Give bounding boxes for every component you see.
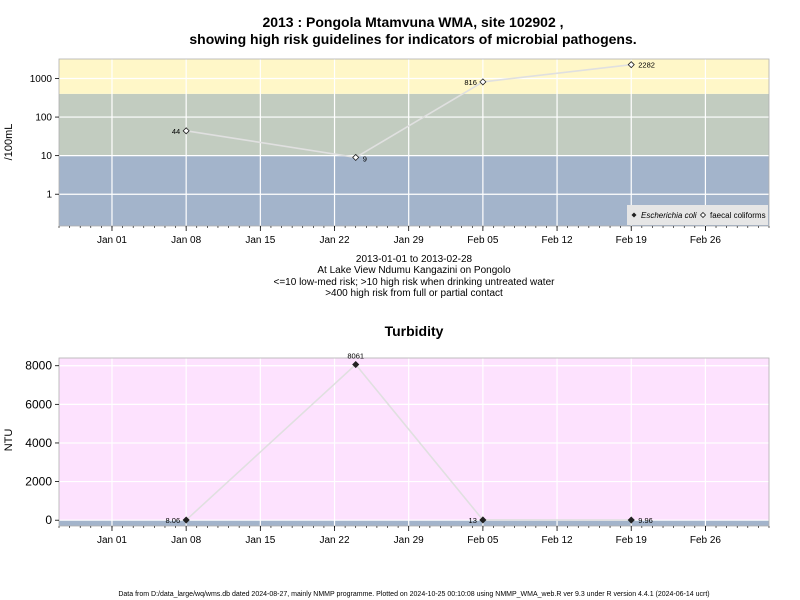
risk-guideline-drinking: <=10 low-med risk; >10 high risk when dr… [274, 277, 556, 288]
data-point-label: 44 [172, 127, 180, 136]
microbial-series: 44 9 816 2282 [172, 61, 655, 164]
legend-ecoli-marker [631, 212, 637, 218]
y-tick-label: 0 [45, 513, 52, 527]
x-tick-label: Jan 29 [394, 535, 424, 546]
series-line-turbidity [185, 363, 632, 521]
x-tick-label: Jan 15 [245, 235, 275, 246]
plot-background [59, 358, 769, 526]
x-tick-label: Jan 01 [97, 535, 127, 546]
plot-frame [58, 357, 770, 527]
chart-title-line1: 2013 : Pongola Mtamvuna WMA, site 102902… [262, 14, 563, 30]
x-tick-label: Jan 22 [320, 235, 350, 246]
data-point-marker [182, 127, 190, 135]
legend-faecal-marker [699, 211, 707, 219]
data-point-label: 816 [464, 78, 477, 87]
x-tick-label: Feb 12 [541, 235, 573, 246]
microbial-legend: Escherichia coli faecal coliforms [627, 205, 768, 225]
risk-guideline-contact: >400 high risk from full or partial cont… [325, 288, 503, 299]
data-point-label: 9 [363, 154, 367, 163]
risk-band-2 [59, 59, 769, 94]
data-point-marker [182, 516, 190, 524]
microbial-gridlines [59, 59, 769, 226]
x-tick-label: Feb 12 [541, 535, 573, 546]
y-tick-label: 6000 [25, 397, 52, 411]
x-tick-label: Jan 15 [245, 535, 275, 546]
x-tick-label: Feb 19 [616, 535, 648, 546]
site-location-label: At Lake View Ndumu Kangazini on Pongolo [317, 265, 511, 276]
data-point-marker [352, 360, 360, 369]
turbidity-series: 8.06 8061 13 9.96 [166, 352, 653, 526]
turbidity-axes: 0 2000 4000 6000 8000 Jan 01 Jan 08 Jan 15 Jan 2… [25, 357, 770, 546]
microbial-y-axis-label: /100mL [3, 124, 15, 161]
chart-title-line2: showing high risk guidelines for indicat… [189, 31, 636, 47]
y-tick-label: 10 [41, 151, 53, 162]
plot-frame [58, 58, 770, 227]
turbidity-gridlines [59, 358, 769, 526]
x-tick-label: Feb 05 [467, 535, 499, 546]
turbidity-panel: 0 2000 4000 6000 8000 Jan 01 Jan 08 Jan 15 Jan 2… [3, 352, 770, 546]
legend-ecoli-label: Escherichia coli [641, 211, 697, 220]
y-tick-label: 8000 [25, 359, 52, 373]
y-tick-label: 1 [46, 190, 52, 201]
x-tick-label: Jan 08 [171, 235, 201, 246]
x-tick-label: Feb 26 [690, 535, 722, 546]
data-source-footer: Data from D:/data_large/wq/wms.db dated … [118, 591, 709, 598]
data-point-marker [479, 78, 487, 86]
turbidity-background [59, 358, 769, 526]
data-point-label: 2282 [638, 61, 655, 70]
data-point-label: 8.06 [166, 516, 181, 525]
y-tick-label: 100 [35, 112, 52, 123]
x-tick-label: Jan 22 [320, 535, 350, 546]
data-point-marker [352, 153, 360, 161]
turbidity-y-axis-label: NTU [3, 429, 15, 452]
x-tick-label: Jan 29 [394, 235, 424, 246]
x-tick-label: Feb 26 [690, 235, 722, 246]
x-tick-label: Feb 05 [467, 235, 499, 246]
data-point-marker [479, 516, 487, 524]
legend-box [627, 205, 768, 225]
x-tick-label: Jan 08 [171, 535, 201, 546]
y-tick-label: 1000 [30, 74, 53, 85]
date-range-label: 2013-01-01 to 2013-02-28 [356, 254, 473, 265]
legend-faecal-label: faecal coliforms [710, 211, 766, 220]
microbial-panel: 1 10 100 1000 Jan 01 Jan 08 Jan 15 Jan 22 Jan 29… [3, 58, 770, 246]
risk-bands [59, 59, 769, 226]
risk-band-1 [59, 93, 769, 156]
turbidity-title: Turbidity [385, 323, 444, 339]
y-tick-label: 4000 [25, 436, 52, 450]
data-point-marker [627, 516, 635, 524]
y-tick-label: 2000 [25, 475, 52, 489]
data-point-label: 9.96 [638, 516, 653, 525]
data-point-label: 8061 [347, 352, 364, 361]
x-tick-label: Feb 19 [616, 235, 648, 246]
series-line-faecal-coliforms [186, 63, 632, 159]
microbial-axes: 1 10 100 1000 Jan 01 Jan 08 Jan 15 Jan 22 Jan 29… [30, 58, 770, 246]
zero-floor-band [59, 520, 769, 526]
x-tick-label: Jan 01 [97, 235, 127, 246]
data-point-label: 13 [469, 516, 477, 525]
data-point-marker [627, 61, 635, 69]
